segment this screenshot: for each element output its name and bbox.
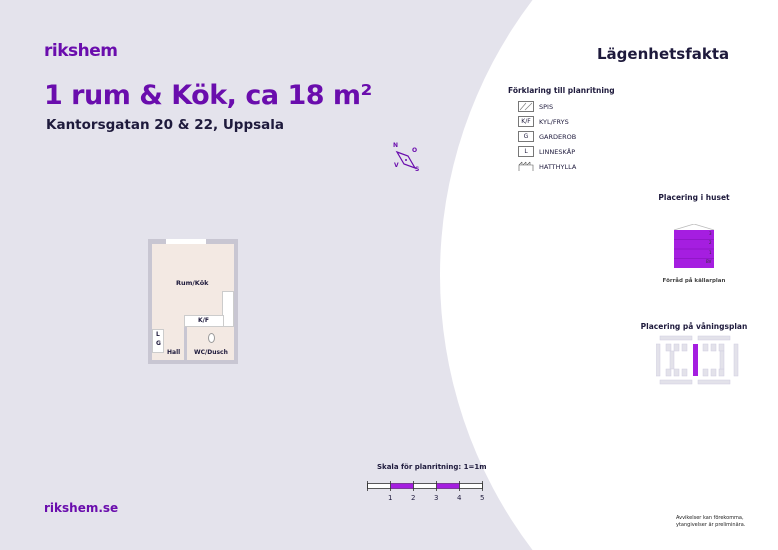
floor-label: 2 [709, 240, 712, 245]
room-label-l: L [156, 331, 160, 338]
room-label-kf: K/F [198, 317, 209, 324]
compass-o: O [412, 147, 418, 154]
legend-item: SPIS [518, 101, 553, 112]
compass-v: V [394, 162, 399, 169]
compass-n: N [393, 142, 399, 149]
floor-placement-diagram [656, 335, 739, 385]
floor-plan: Rum/Kök K/F L G Hall WC/Dusch [148, 239, 238, 364]
facts-heading: Lägenhetsfakta [597, 45, 730, 63]
legend-item: HATTHYLLA [518, 161, 576, 172]
house-caption: Förråd på källarplan [662, 278, 726, 284]
room-label-hall: Hall [167, 349, 181, 356]
room-label-main: Rum/Kök [176, 279, 209, 287]
address: Kantorsgatan 20 & 22, Uppsala [46, 117, 284, 133]
legend-item: K/F KYL/FRYS [518, 116, 569, 127]
brand-logo: rikshem [44, 41, 118, 61]
compass-s: S [415, 166, 420, 173]
website-link[interactable]: rikshem.se [44, 501, 119, 515]
placement-heading: Placering på våningsplan [640, 322, 748, 331]
floor-label: 1 [709, 250, 712, 255]
scale-tick: 4 [457, 494, 462, 502]
house-diagram [673, 224, 715, 268]
legend-item: L LINNESKÅP [518, 146, 575, 157]
hat-shelf-icon [518, 161, 534, 172]
compass-icon: N O S V [388, 142, 424, 178]
house-heading: Placering i huset [658, 193, 730, 202]
scale-bar [367, 481, 483, 491]
disclaimer: Avvikelser kan förekomma, ytangivelser är… [676, 515, 746, 528]
stove-icon [518, 101, 534, 112]
page-title: 1 rum & Kök, ca 18 m² [44, 80, 372, 111]
scale-tick: 3 [434, 494, 439, 502]
scale-tick: 1 [388, 494, 393, 502]
scale-label: Skala för planritning: 1=1m [377, 463, 487, 471]
floor-label: BV [706, 259, 712, 264]
legend-item: G GARDEROB [518, 131, 576, 142]
room-label-g: G [156, 340, 161, 347]
scale-tick: 2 [411, 494, 416, 502]
legend-heading: Förklaring till planritning [508, 86, 615, 95]
floor-label: 3 [709, 231, 712, 236]
room-label-wc: WC/Dusch [194, 349, 228, 356]
scale-tick: 5 [480, 494, 485, 502]
